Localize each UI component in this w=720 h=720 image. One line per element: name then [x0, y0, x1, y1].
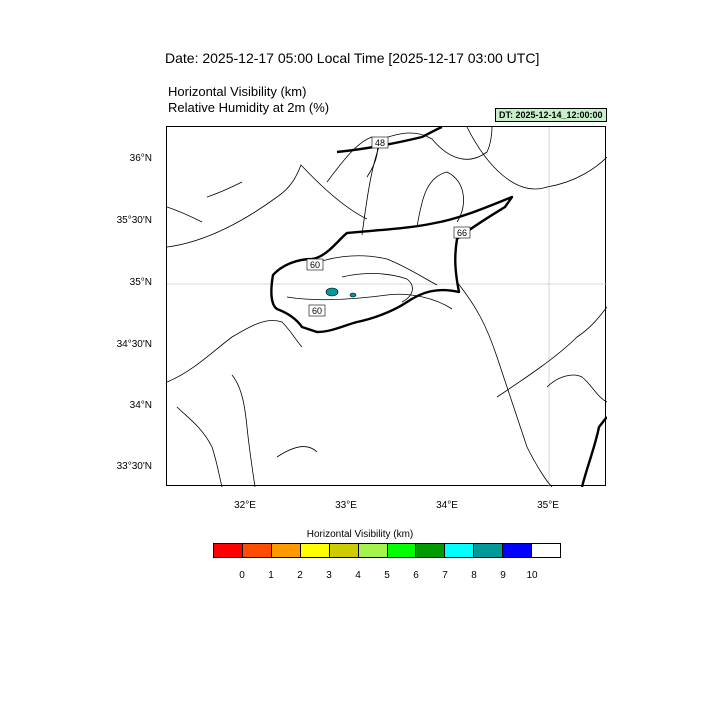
- colorbar-swatch: [271, 544, 301, 557]
- colorbar-tick-label: 9: [500, 570, 506, 581]
- mainland-coastline-east: [580, 416, 607, 487]
- contour-line: [167, 320, 303, 383]
- map-title: Date: 2025-12-17 05:00 Local Time [2025-…: [165, 50, 540, 66]
- variable-1-label: Horizontal Visibility (km): [168, 84, 307, 99]
- colorbar-swatch: [445, 544, 475, 557]
- contour-line: [306, 255, 438, 286]
- colorbar-tick-label: 4: [355, 570, 361, 581]
- lat-label: 34°30'N: [116, 339, 152, 350]
- lat-label: 35°30'N: [116, 215, 152, 226]
- colorbar-swatch: [503, 544, 533, 557]
- contour-line: [176, 406, 223, 487]
- contour-label: 60: [310, 260, 320, 270]
- colorbar-tick-label: 0: [239, 570, 245, 581]
- colorbar-title: Horizontal Visibility (km): [306, 529, 414, 540]
- lat-label: 36°N: [129, 153, 152, 164]
- colorbar-tick-label: 10: [526, 570, 538, 581]
- contour-line: [231, 374, 256, 487]
- contour-line: [206, 181, 243, 198]
- colorbar-tick-label: 7: [442, 570, 448, 581]
- lon-label: 33°E: [335, 500, 357, 511]
- lon-label: 35°E: [537, 500, 559, 511]
- contour-label: 60: [312, 306, 322, 316]
- contour-line: [167, 206, 203, 223]
- contour-line: [416, 171, 464, 228]
- colorbar-swatch: [387, 544, 417, 557]
- dt-badge: DT: 2025-12-14_12:00:00: [495, 108, 607, 122]
- colorbar-swatch: [242, 544, 272, 557]
- contour-line: [496, 306, 607, 398]
- lat-label: 33°30'N: [116, 461, 152, 472]
- island-coastline: [270, 195, 514, 334]
- colorbar-tick-label: 5: [384, 570, 390, 581]
- colorbar-tick-label: 2: [297, 570, 303, 581]
- colorbar-tick-label: 3: [326, 570, 332, 581]
- contour-label: 66: [457, 228, 467, 238]
- lon-label: 34°E: [436, 500, 458, 511]
- colorbar-swatch: [532, 544, 561, 557]
- contour-line: [286, 293, 453, 310]
- colorbar-swatch: [300, 544, 330, 557]
- lat-label: 35°N: [129, 277, 152, 288]
- contour-labels: 48 66 60 60: [306, 136, 471, 317]
- colorbar-swatch: [416, 544, 446, 557]
- coastlines: [270, 127, 607, 487]
- contour-line: [341, 273, 413, 303]
- contour-label: 48: [375, 138, 385, 148]
- contour-line: [167, 164, 368, 248]
- colorbar: [213, 543, 561, 558]
- contour-line: [546, 374, 607, 403]
- colorbar-swatch: [358, 544, 388, 557]
- colorbar-swatch: [329, 544, 359, 557]
- mainland-coastline-north: [336, 127, 443, 154]
- map-panel: 48 66 60 60: [166, 126, 607, 487]
- colorbar-swatch: [474, 544, 504, 557]
- lon-label: 32°E: [234, 500, 256, 511]
- variable-2-label: Relative Humidity at 2m (%): [168, 100, 330, 115]
- colorbar-tick-label: 8: [471, 570, 477, 581]
- colorbar-tick-label: 6: [413, 570, 419, 581]
- humidity-contours: [167, 127, 607, 487]
- contour-line: [456, 281, 553, 487]
- contour-line: [466, 127, 607, 190]
- map-canvas: 48 66 60 60: [167, 127, 607, 487]
- colorbar-swatch: [214, 544, 243, 557]
- contour-line: [361, 127, 493, 236]
- lat-label: 34°N: [129, 400, 152, 411]
- colorbar-tick-label: 1: [268, 570, 274, 581]
- contour-line: [326, 136, 378, 183]
- contour-line: [276, 446, 318, 458]
- low-visibility-area: [325, 287, 357, 298]
